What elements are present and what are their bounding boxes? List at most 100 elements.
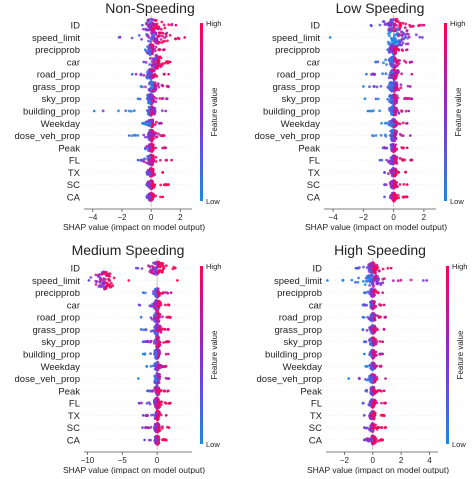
swarm-point [155,329,159,332]
swarm-point [394,137,398,140]
swarm-point [156,367,160,371]
feature-label: ID [311,21,321,32]
swarm-point [159,403,163,406]
outlier-point [366,109,370,113]
swarm-point [155,266,159,270]
outlier-point [410,60,414,64]
outlier-point [143,438,146,442]
outlier-point [169,291,173,294]
swarm-point [375,427,379,431]
swarm-point [171,267,175,271]
swarm-point [151,76,154,80]
swarm-point [157,31,161,35]
colorbar [200,266,203,444]
feature-label: SC [307,180,320,191]
swarm-point [149,73,153,76]
swarm-point [395,20,399,23]
feature-label: Weekday [41,362,81,373]
outlier-point [364,389,368,393]
swarm-point [154,293,157,297]
swarm-point [161,315,164,319]
colorbar-title: Feature value [210,330,219,379]
outlier-point [363,291,366,294]
swarm-point [387,27,391,31]
swarm-point [391,70,395,74]
swarm-point [154,290,158,294]
swarm-point [149,438,152,442]
swarm-point [136,134,140,137]
outlier-point [141,414,145,417]
swarm-point [157,57,160,61]
feature-label: sky_prop [41,337,80,348]
swarm-point [148,265,152,269]
feature-label: precipprob [275,45,320,56]
swarm-point [161,365,165,368]
swarm-point [107,274,110,278]
outlier-point [142,60,146,64]
swarm-point [372,284,375,288]
feature-label: grass_prop [32,82,80,93]
swarm-point [370,290,373,294]
swarm-point [152,74,156,78]
outlier-point [170,158,173,162]
swarm-point [161,84,165,88]
swarm-point [154,364,158,368]
outlier-point [139,85,143,88]
outlier-point [363,97,367,101]
swarm-point [127,109,131,113]
swarm-point [161,425,164,428]
swarm-point [154,19,158,22]
swarm-point [154,440,158,444]
swarm-point [371,72,374,76]
feature-label: speed_limit [32,276,80,287]
swarm-point [366,365,369,368]
outlier-point [374,60,377,64]
swarm-point [149,425,153,429]
swarm-point [154,429,158,433]
swarm-point [157,364,161,367]
swarm-point [147,194,151,198]
swarm-point [130,109,133,113]
swarm-point [393,174,397,177]
swarm-point [157,85,161,89]
feature-label: car [307,57,320,68]
outlier-point [410,158,414,162]
feature-label: CA [67,435,81,446]
swarm-point [407,35,411,39]
swarm-point [374,305,377,308]
outlier-point [328,36,332,39]
swarm-point [399,83,403,87]
swarm-point [165,340,168,344]
swarm-point [395,158,398,162]
swarm-point [373,318,377,322]
swarm-point [368,109,372,113]
swarm-point [157,350,161,353]
swarm-point [386,22,390,25]
swarm-point [387,32,390,36]
swarm-point [159,326,163,330]
swarm-point [393,113,397,116]
swarm-point [406,84,410,88]
swarm-point [149,304,153,308]
outlier-point [421,36,424,39]
swarm-point [373,439,377,443]
swarm-point [361,280,365,283]
swarm-point [163,61,167,65]
outlier-point [381,291,385,294]
colorbar-title: Feature value [210,87,219,136]
swarm-point [149,339,153,343]
swarm-point [389,73,393,77]
feature-label: FL [69,399,80,410]
swarm-point [154,45,158,49]
outlier-point [137,401,141,405]
feature-label: ID [71,264,81,275]
outlier-point [167,340,171,344]
swarm-point [385,146,389,150]
swarm-point [100,272,104,276]
swarm-point [154,155,158,159]
swarm-point [400,30,404,34]
feature-label: road_prop [279,313,322,324]
